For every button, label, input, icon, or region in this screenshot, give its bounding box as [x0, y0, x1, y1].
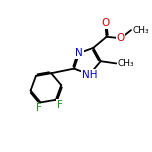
Text: O: O — [101, 18, 109, 28]
Text: NH: NH — [82, 69, 97, 79]
Text: CH₃: CH₃ — [118, 59, 134, 68]
Text: O: O — [117, 33, 125, 43]
Text: CH₃: CH₃ — [133, 26, 149, 35]
Text: F: F — [57, 100, 63, 109]
Text: N: N — [75, 48, 83, 58]
Text: F: F — [36, 103, 41, 113]
